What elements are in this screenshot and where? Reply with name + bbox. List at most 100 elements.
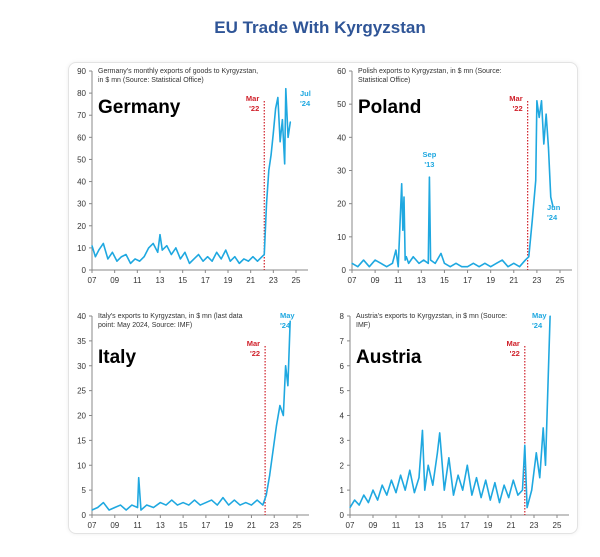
x-tick-label: 13 xyxy=(415,521,424,530)
data-point xyxy=(507,266,509,268)
y-tick-label: 0 xyxy=(82,266,87,275)
x-tick-label: 11 xyxy=(392,521,401,530)
y-tick-label: 1 xyxy=(340,486,345,495)
data-point xyxy=(102,242,104,245)
data-point xyxy=(182,501,184,504)
data-point xyxy=(238,262,240,264)
data-point xyxy=(436,452,438,454)
data-point xyxy=(386,494,388,496)
data-point xyxy=(443,262,446,264)
data-point xyxy=(354,499,356,501)
panel-label: Poland xyxy=(358,97,421,118)
y-tick-label: 60 xyxy=(337,67,346,76)
data-point xyxy=(401,183,403,185)
data-point xyxy=(202,260,204,262)
data-point xyxy=(475,477,478,479)
data-point xyxy=(159,234,161,236)
data-point xyxy=(261,256,263,258)
data-point xyxy=(140,509,142,511)
peak-label-year: '13 xyxy=(424,160,434,169)
data-point xyxy=(457,474,459,476)
data-point xyxy=(362,259,365,261)
data-point xyxy=(199,504,201,506)
data-point xyxy=(265,203,268,205)
y-tick-label: 0 xyxy=(82,511,87,520)
data-point xyxy=(358,504,360,506)
x-tick-label: 11 xyxy=(394,276,403,285)
data-point xyxy=(524,444,526,446)
x-tick-label: 21 xyxy=(247,521,256,530)
data-point xyxy=(380,262,382,264)
data-point xyxy=(229,260,231,262)
data-point xyxy=(250,504,253,506)
data-point xyxy=(268,169,270,172)
end-label-month: Jul xyxy=(300,89,311,98)
data-point xyxy=(245,501,247,504)
data-point xyxy=(269,474,271,476)
data-point xyxy=(545,113,547,115)
x-tick-label: 13 xyxy=(417,276,426,285)
data-point xyxy=(265,494,267,496)
data-point xyxy=(372,489,374,491)
data-point xyxy=(287,385,289,387)
y-tick-label: 50 xyxy=(337,100,346,109)
data-point xyxy=(485,479,487,481)
end-label-year: '24 xyxy=(300,99,311,108)
data-point xyxy=(528,256,530,258)
data-point xyxy=(395,492,397,494)
data-point xyxy=(176,504,179,506)
data-point xyxy=(521,489,524,491)
data-point xyxy=(157,251,159,253)
data-point xyxy=(472,262,474,264)
data-point xyxy=(275,424,278,427)
data-point xyxy=(289,320,291,322)
y-tick-label: 30 xyxy=(77,362,86,371)
data-point xyxy=(524,259,526,261)
y-tick-label: 60 xyxy=(77,133,86,142)
x-tick-label: 25 xyxy=(292,276,301,285)
data-point xyxy=(518,266,521,268)
data-point xyxy=(247,260,249,262)
y-tick-label: 40 xyxy=(337,133,346,142)
end-label-month: May xyxy=(280,311,295,320)
data-point xyxy=(489,499,491,501)
data-point xyxy=(508,496,510,499)
data-point xyxy=(91,509,93,511)
data-point xyxy=(448,457,450,459)
data-point xyxy=(403,196,405,198)
x-tick-label: 21 xyxy=(246,276,255,285)
x-tick-label: 23 xyxy=(270,521,279,530)
data-point xyxy=(397,266,399,268)
data-point xyxy=(439,432,441,434)
marker-label-year: '22 xyxy=(249,104,259,113)
data-point xyxy=(225,249,227,251)
data-point xyxy=(289,121,291,123)
x-tick-label: 23 xyxy=(269,276,278,285)
x-tick-label: 07 xyxy=(88,521,97,530)
data-point xyxy=(478,266,480,268)
panel-label: Austria xyxy=(356,347,422,368)
data-point xyxy=(432,484,434,486)
marker-label-year: '22 xyxy=(510,349,520,358)
data-point xyxy=(165,504,167,506)
data-point xyxy=(449,266,451,268)
data-point xyxy=(252,256,254,258)
x-tick-label: 21 xyxy=(509,276,518,285)
data-point xyxy=(428,176,431,178)
data-point xyxy=(146,504,148,506)
data-point xyxy=(443,489,445,491)
data-point xyxy=(138,477,140,479)
data-point xyxy=(462,489,464,491)
x-tick-label: 25 xyxy=(556,276,565,285)
data-point xyxy=(418,262,420,264)
data-point xyxy=(207,256,209,258)
data-point xyxy=(107,258,109,260)
data-point xyxy=(409,469,411,471)
data-point xyxy=(193,499,196,501)
data-point xyxy=(170,253,172,256)
data-point xyxy=(152,242,154,245)
data-point xyxy=(125,509,127,511)
y-tick-label: 0 xyxy=(342,266,347,275)
x-tick-label: 09 xyxy=(371,276,380,285)
y-tick-label: 30 xyxy=(337,167,346,176)
